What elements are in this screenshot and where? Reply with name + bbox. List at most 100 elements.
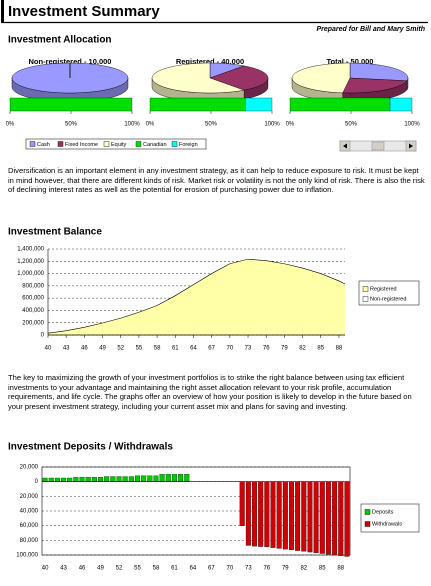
bar bbox=[258, 481, 264, 547]
x-tick-label: 49 bbox=[97, 566, 104, 572]
area-fill bbox=[48, 259, 345, 335]
bar bbox=[184, 474, 190, 482]
pie-slice bbox=[209, 65, 269, 91]
bar bbox=[178, 474, 184, 482]
y-tick-label: 0 bbox=[41, 333, 45, 339]
bar bbox=[73, 477, 79, 482]
y-tick-label: 20,000 bbox=[20, 465, 39, 471]
x-tick-label: 0% bbox=[146, 122, 155, 128]
legend-swatch bbox=[57, 141, 64, 147]
legend-label: Cash bbox=[37, 142, 50, 148]
arrow-icon bbox=[343, 143, 347, 149]
x-tick-label: 88 bbox=[337, 566, 344, 572]
legend-label: Canadian bbox=[143, 142, 167, 148]
bar bbox=[239, 481, 245, 526]
bar bbox=[122, 476, 128, 482]
pie-slice bbox=[291, 62, 351, 94]
bar bbox=[54, 477, 60, 482]
x-tick-label: 70 bbox=[227, 566, 234, 572]
legend-label: Equity bbox=[111, 142, 127, 148]
bar bbox=[344, 481, 350, 557]
y-tick-label: 80,000 bbox=[20, 538, 39, 544]
scrollbar[interactable] bbox=[339, 140, 417, 152]
paragraph: The key to maximizing the growth of your… bbox=[8, 373, 412, 411]
bar bbox=[325, 481, 331, 555]
x-tick-label: 67 bbox=[208, 346, 215, 352]
x-tick-label: 82 bbox=[300, 566, 307, 572]
section-title: Investment Deposits / Withdrawals bbox=[8, 442, 173, 453]
bar bbox=[79, 477, 85, 482]
legend-swatch bbox=[103, 141, 110, 147]
bar bbox=[61, 477, 67, 482]
x-tick-label: 64 bbox=[190, 346, 197, 352]
x-tick-label: 100% bbox=[264, 122, 280, 128]
bar bbox=[332, 481, 338, 556]
x-tick-label: 61 bbox=[171, 566, 178, 572]
legend bbox=[358, 280, 420, 306]
x-tick-label: 73 bbox=[245, 566, 252, 572]
bar bbox=[245, 481, 251, 546]
bar bbox=[116, 476, 122, 482]
page-subtitle: Prepared for Bill and Mary Smith bbox=[316, 26, 425, 33]
allocation-bar bbox=[9, 97, 133, 112]
x-tick-label: 49 bbox=[99, 346, 106, 352]
bar bbox=[252, 481, 258, 547]
allocation-bar bbox=[149, 97, 246, 112]
y-tick-label: 400,000 bbox=[22, 308, 44, 314]
pie-title: Registered - 40,000 bbox=[176, 57, 244, 66]
x-tick-label: 0% bbox=[6, 122, 15, 128]
bar bbox=[282, 481, 288, 550]
bar bbox=[264, 481, 270, 548]
x-tick-label: 79 bbox=[281, 346, 288, 352]
y-tick-label: 600,000 bbox=[22, 296, 44, 302]
section-title: Investment Balance bbox=[8, 227, 102, 238]
x-tick-label: 73 bbox=[245, 346, 252, 352]
bar bbox=[110, 476, 116, 482]
bar bbox=[85, 477, 91, 482]
legend-label: Deposits bbox=[372, 509, 394, 515]
x-tick-label: 40 bbox=[45, 346, 52, 352]
pie-title: Non-registered - 10,000 bbox=[29, 57, 112, 66]
x-tick-label: 55 bbox=[134, 566, 141, 572]
x-tick-label: 79 bbox=[282, 566, 289, 572]
x-tick-label: 46 bbox=[81, 346, 88, 352]
y-tick-label: 800,000 bbox=[22, 283, 44, 289]
x-tick-label: 82 bbox=[299, 346, 306, 352]
legend-swatch bbox=[364, 509, 371, 515]
scroll-thumb[interactable] bbox=[371, 141, 385, 151]
paragraph: Diversification is an important element … bbox=[8, 166, 425, 195]
pie-slice bbox=[342, 77, 408, 94]
y-tick-label: 40,000 bbox=[20, 509, 39, 515]
x-tick-label: 40 bbox=[42, 566, 49, 572]
bar bbox=[128, 476, 134, 482]
legend bbox=[25, 138, 207, 150]
bar bbox=[288, 481, 294, 551]
x-tick-label: 46 bbox=[79, 566, 86, 572]
bar bbox=[338, 481, 344, 556]
bar bbox=[319, 481, 325, 554]
x-tick-label: 43 bbox=[60, 566, 67, 572]
x-tick-label: 0% bbox=[286, 122, 295, 128]
bar bbox=[147, 475, 153, 482]
pie-slice bbox=[151, 62, 245, 94]
legend-label: Registered bbox=[370, 286, 397, 292]
x-tick-label: 88 bbox=[336, 346, 343, 352]
x-tick-label: 100% bbox=[404, 122, 420, 128]
bar bbox=[301, 481, 307, 552]
bar bbox=[42, 477, 48, 482]
legend-label: Foreign bbox=[179, 142, 198, 148]
header-bar bbox=[1, 0, 4, 23]
bar bbox=[307, 481, 313, 553]
y-tick-label: 100,000 bbox=[16, 553, 38, 559]
bar bbox=[270, 481, 276, 548]
legend-swatch bbox=[364, 521, 371, 527]
legend bbox=[360, 503, 420, 533]
x-tick-label: 76 bbox=[263, 566, 270, 572]
pie-title: Total - 50,000 bbox=[327, 57, 374, 66]
legend-label: Non-registered bbox=[370, 296, 406, 302]
bar bbox=[153, 475, 159, 482]
x-tick-label: 52 bbox=[117, 346, 124, 352]
bar bbox=[141, 475, 147, 482]
